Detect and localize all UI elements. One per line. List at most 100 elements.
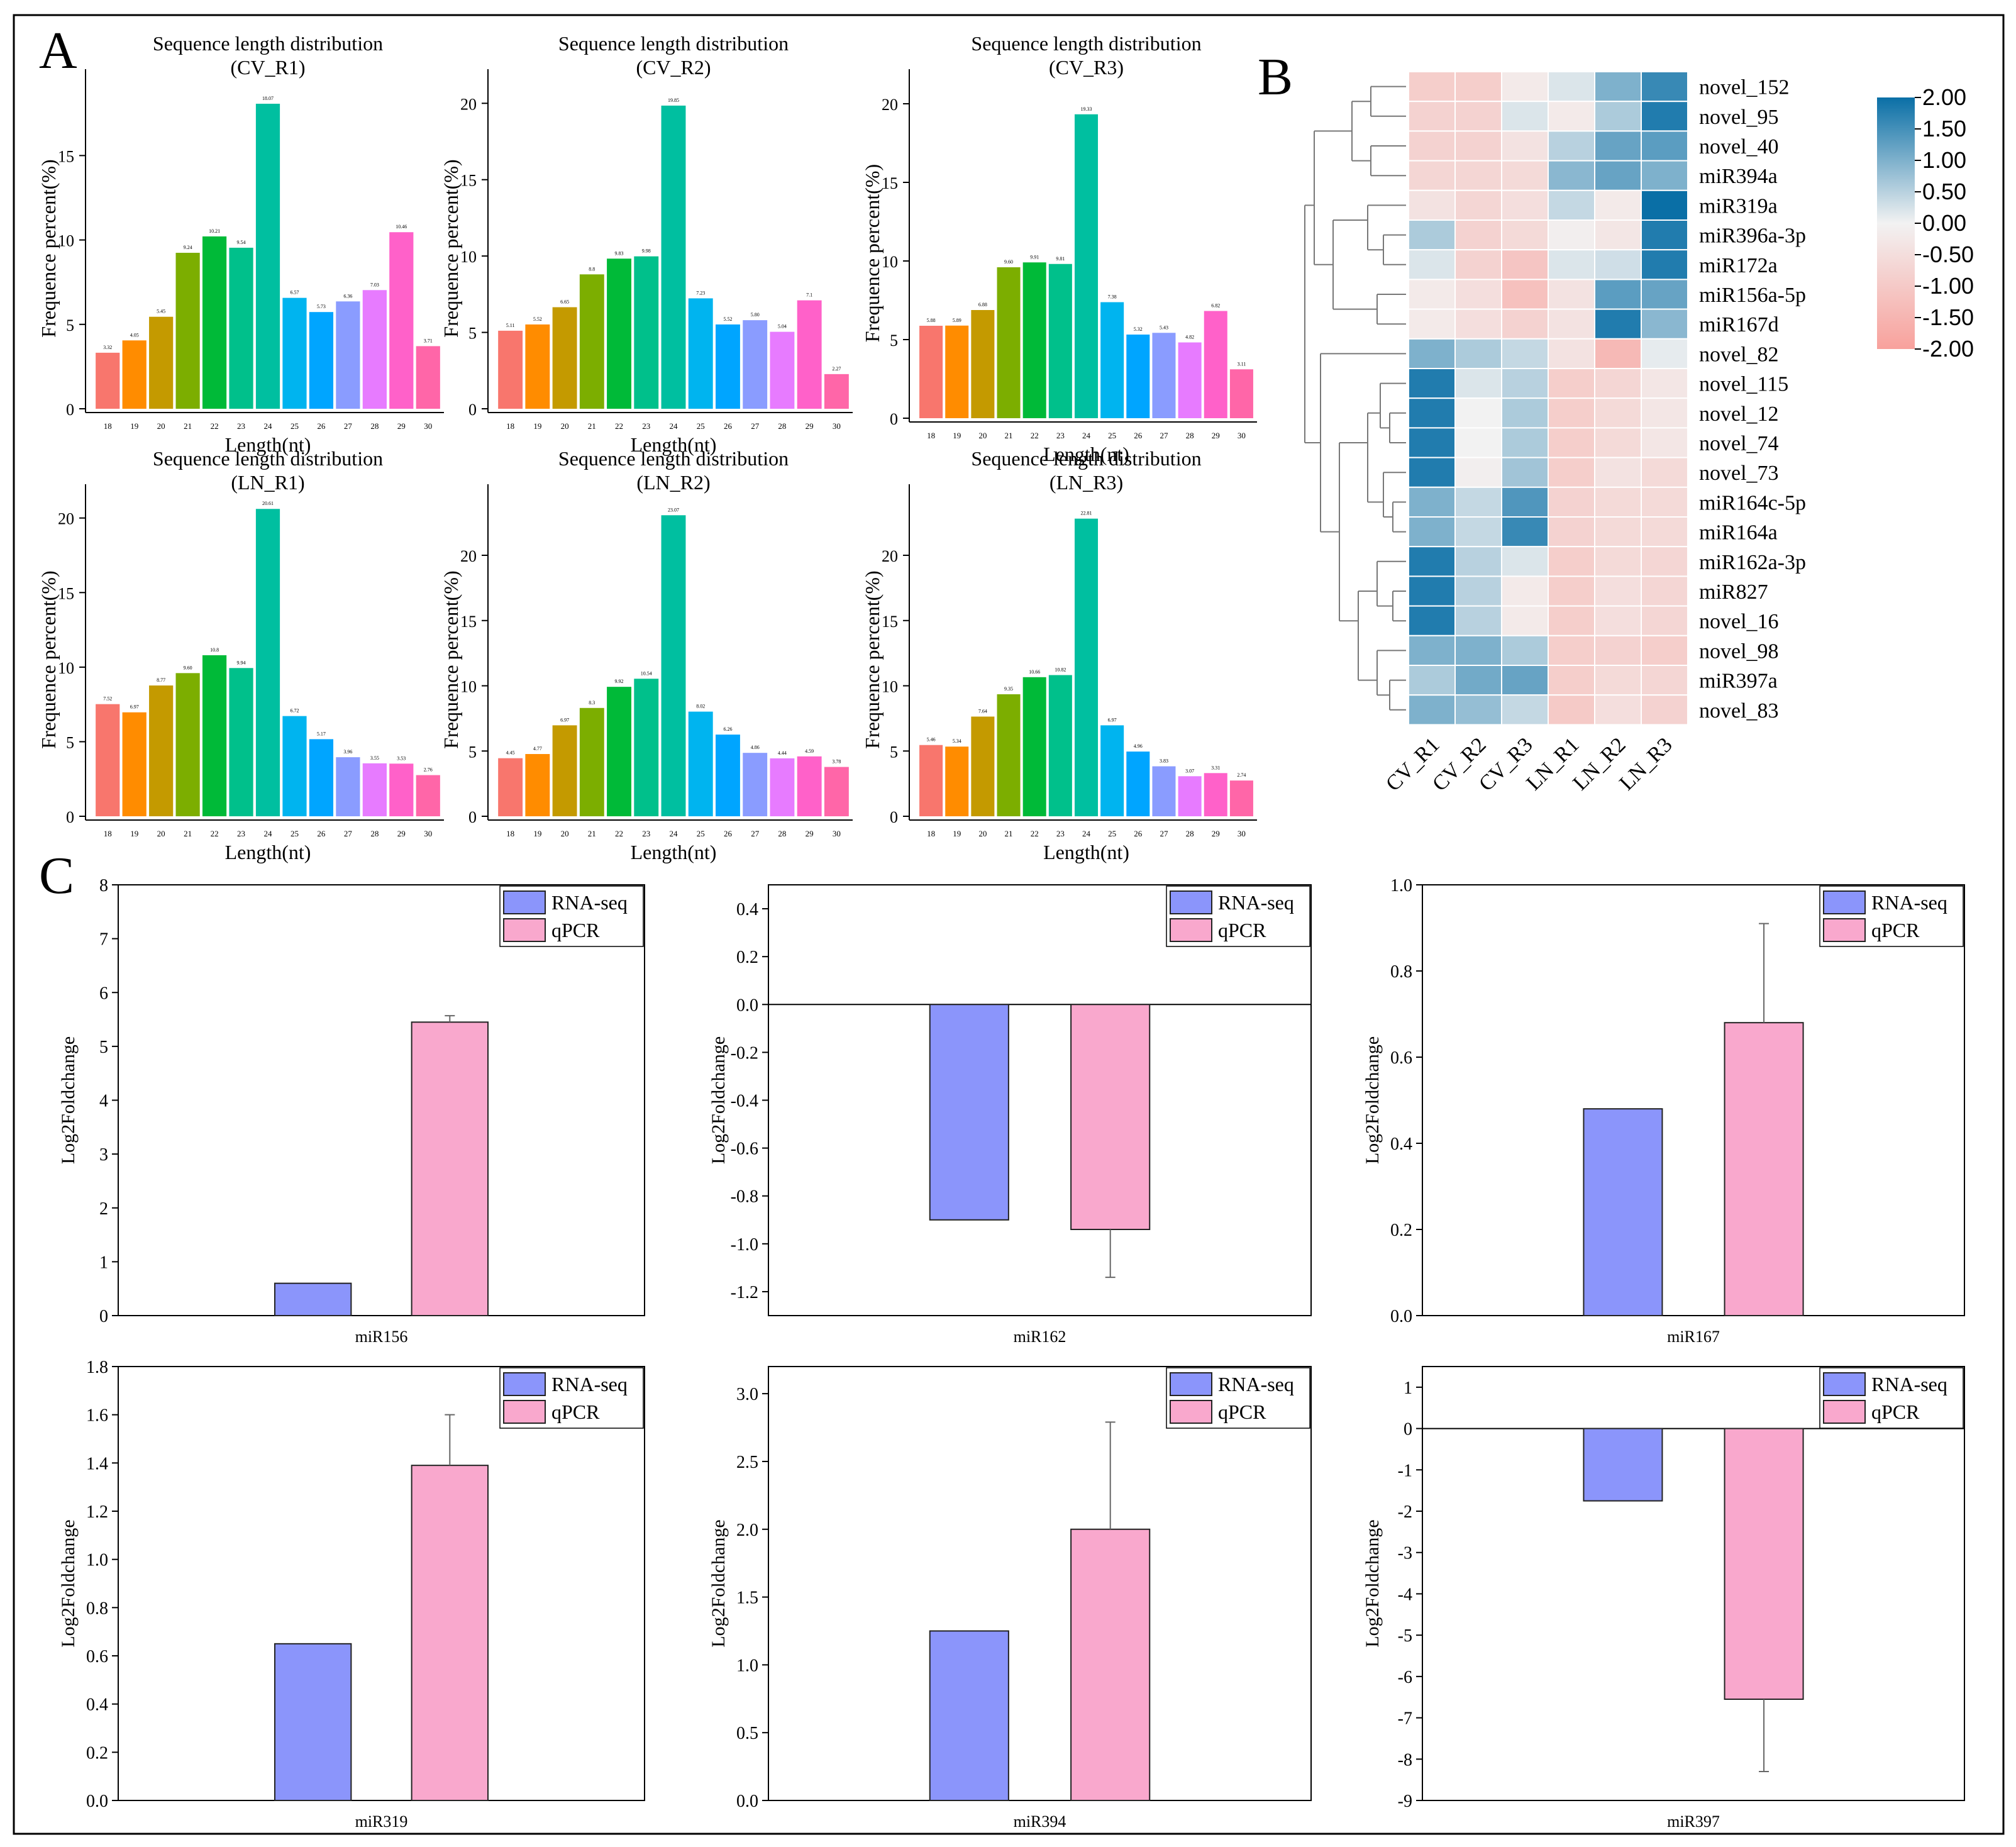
heatmap-cell <box>1501 605 1549 636</box>
bar-29 <box>1204 311 1227 418</box>
y-tick-label: 10 <box>460 678 477 696</box>
y-tick-label: 5 <box>66 316 74 335</box>
y-tick-label: 0.0 <box>736 996 758 1015</box>
heatmap-row-label: miR164c-5p <box>1699 491 1806 514</box>
heatmap-cell <box>1501 665 1549 696</box>
x-tick-label: 20 <box>157 421 165 431</box>
colorbar-tick-label: -1.00 <box>1922 273 1974 299</box>
bar-20 <box>149 685 174 816</box>
x-tick-label: 22 <box>1031 431 1039 440</box>
bar-value-label: 6.26 <box>723 726 732 732</box>
y-tick-label: 1.8 <box>86 1358 108 1377</box>
x-tick-label: 20 <box>978 829 987 838</box>
colorbar-tick-label: 0.50 <box>1922 179 1966 204</box>
x-tick-label: 24 <box>264 829 273 838</box>
bar-27 <box>1152 333 1176 418</box>
bar-value-label: 4.77 <box>533 746 542 752</box>
legend-swatch-rna-seq <box>1823 890 1866 914</box>
heatmap-row-label: novel_16 <box>1699 610 1779 633</box>
bar-value-label: 4.86 <box>751 745 760 750</box>
x-tick-label: 29 <box>806 421 814 431</box>
x-tick-label: 22 <box>615 421 623 431</box>
bar-19 <box>122 340 147 409</box>
y-tick-label: 20 <box>58 510 74 528</box>
heatmap-cell <box>1501 160 1549 191</box>
heatmap-cell <box>1548 71 1595 103</box>
legend-label: RNA-seq <box>551 1373 628 1395</box>
fold-change-chart-mir319: 0.0 0.2 0.4 0.6 0.8 1.0 1.2 1.4 1.6 1.8 miR319 Log2… <box>58 1358 645 1831</box>
heatmap-row-label: novel_95 <box>1699 106 1779 129</box>
rna-seq-bar <box>1583 1428 1663 1502</box>
heatmap-cell <box>1501 575 1549 607</box>
qpcr-bar <box>1070 1004 1151 1231</box>
bar-value-label: 9.91 <box>1030 254 1039 260</box>
qpcr-bar <box>1724 1022 1804 1316</box>
heatmap-cell <box>1501 308 1549 340</box>
heatmap-cell <box>1594 635 1642 666</box>
heatmap-cell <box>1594 397 1642 429</box>
bar-value-label: 9.81 <box>1056 256 1065 262</box>
heatmap-cell <box>1548 397 1595 429</box>
heatmap-row-label: miR164a <box>1699 521 1778 545</box>
x-tick-label: 27 <box>751 829 760 838</box>
y-axis-label: Log2Foldchange <box>708 1519 729 1647</box>
bar-19 <box>122 712 147 816</box>
heatmap-cell <box>1501 130 1549 162</box>
heatmap-cell <box>1501 338 1549 369</box>
bar-23 <box>1048 263 1072 418</box>
heatmap-cell <box>1641 368 1688 399</box>
y-tick-label: 15 <box>460 613 477 631</box>
bar-value-label: 3.32 <box>103 345 112 350</box>
y-tick-label: -0.6 <box>731 1140 758 1159</box>
x-tick-label: 18 <box>104 829 112 838</box>
heatmap-cell <box>1454 486 1502 518</box>
bar-value-label: 6.65 <box>560 299 569 305</box>
fold-change-chart-mir394: 0.0 0.5 1.0 1.5 2.0 2.5 3.0 miR394 Log2Foldchang… <box>708 1366 1312 1831</box>
x-tick-label: 23 <box>642 421 650 431</box>
bar-26 <box>1126 752 1150 816</box>
bar-value-label: 8.8 <box>589 266 595 272</box>
heatmap-cell <box>1408 101 1456 132</box>
bar-30 <box>824 767 849 816</box>
bar-25 <box>688 711 713 816</box>
y-tick-label: 20 <box>882 96 898 114</box>
y-tick-label: 0.4 <box>86 1695 108 1715</box>
x-tick-label: 25 <box>697 829 705 838</box>
bar-value-label: 3.83 <box>1160 758 1168 764</box>
x-tick-label: 22 <box>211 829 219 838</box>
x-tick-label: 27 <box>1160 829 1168 838</box>
bar-19 <box>525 324 550 409</box>
bar-22 <box>1022 677 1046 816</box>
heatmap-cell <box>1408 130 1456 162</box>
heatmap-cell <box>1408 546 1456 577</box>
y-tick-label: 5 <box>66 733 74 752</box>
y-axis-label: Frequence percent(%) <box>861 570 883 748</box>
y-axis-label: Log2Foldchange <box>58 1519 79 1647</box>
heatmap-cell <box>1454 516 1502 548</box>
heatmap-cell <box>1454 605 1502 636</box>
x-tick-label: 18 <box>506 829 514 838</box>
bar-26 <box>716 735 740 816</box>
bar-21 <box>997 694 1021 816</box>
x-axis-label: miR156 <box>355 1328 408 1346</box>
heatmap-cell <box>1501 516 1549 548</box>
bar-value-label: 10.82 <box>1055 667 1066 672</box>
bar-value-label: 6.97 <box>130 704 139 710</box>
x-tick-label: 20 <box>978 431 987 440</box>
y-tick-label: 1.0 <box>86 1551 108 1570</box>
heatmap-cell <box>1548 160 1595 191</box>
legend-swatch-qpcr <box>503 918 546 942</box>
y-tick-label: 4 <box>99 1092 108 1111</box>
heatmap-cell <box>1501 219 1549 251</box>
bar-value-label: 5.89 <box>953 318 961 323</box>
heatmap-cell <box>1594 279 1642 310</box>
y-tick-label: 0 <box>1404 1420 1412 1439</box>
bar-18 <box>498 330 523 409</box>
y-tick-label: 6 <box>99 984 108 1003</box>
bar-value-label: 5.17 <box>317 731 326 736</box>
rna-seq-bar <box>274 1282 352 1316</box>
bar-value-label: 18.07 <box>262 96 274 101</box>
legend-label: RNA-seq <box>1871 1373 1947 1395</box>
panel-label-b: B <box>1258 48 1293 106</box>
heatmap-cell <box>1594 427 1642 458</box>
